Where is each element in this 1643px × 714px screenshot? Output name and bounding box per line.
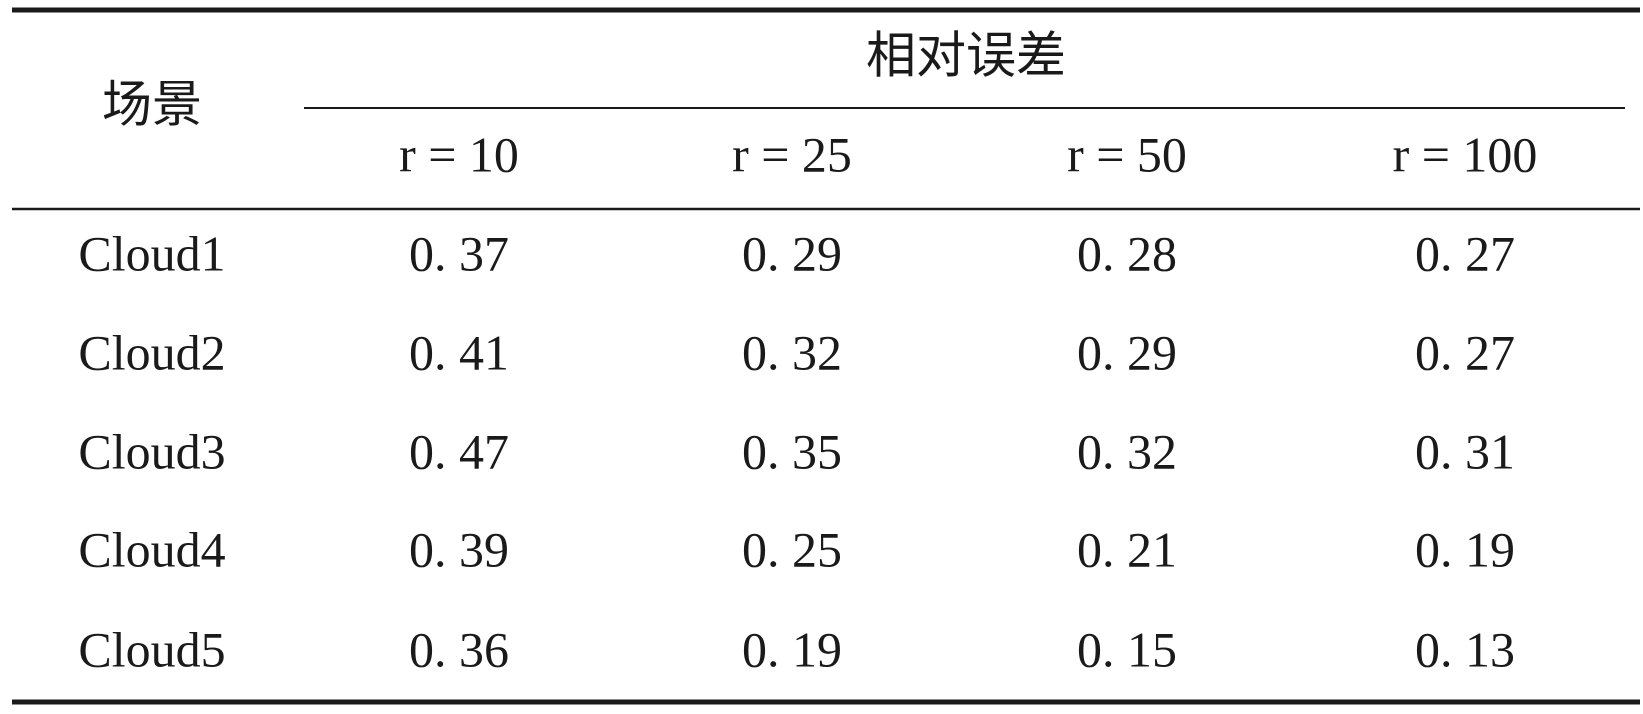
cell: 0. 47 <box>409 423 509 479</box>
cell: 0. 31 <box>1415 423 1515 479</box>
row-label: Cloud2 <box>78 324 225 380</box>
row-label: Cloud5 <box>78 621 225 677</box>
cell: 0. 35 <box>742 423 842 479</box>
column-header: r = 100 <box>1393 126 1538 182</box>
column-header: r = 50 <box>1067 126 1187 182</box>
cell: 0. 19 <box>742 621 842 677</box>
row-label: Cloud3 <box>78 423 225 479</box>
cell: 0. 28 <box>1077 225 1177 281</box>
column-header: r = 25 <box>732 126 852 182</box>
cell: 0. 21 <box>1077 521 1177 577</box>
cell: 0. 39 <box>409 521 509 577</box>
cell: 0. 32 <box>742 324 842 380</box>
row-label: Cloud1 <box>78 225 225 281</box>
column-header: r = 10 <box>399 126 519 182</box>
row-label: Cloud4 <box>78 521 225 577</box>
cell: 0. 41 <box>409 324 509 380</box>
cell: 0. 13 <box>1415 621 1515 677</box>
cell: 0. 27 <box>1415 225 1515 281</box>
row-label-header: 场景 <box>102 76 202 132</box>
cell: 0. 29 <box>742 225 842 281</box>
cell: 0. 37 <box>409 225 509 281</box>
cell: 0. 36 <box>409 621 509 677</box>
cell: 0. 25 <box>742 521 842 577</box>
cell: 0. 27 <box>1415 324 1515 380</box>
cell: 0. 19 <box>1415 521 1515 577</box>
cell: 0. 29 <box>1077 324 1177 380</box>
cell: 0. 32 <box>1077 423 1177 479</box>
cell: 0. 15 <box>1077 621 1177 677</box>
group-header: 相对误差 <box>866 27 1066 83</box>
